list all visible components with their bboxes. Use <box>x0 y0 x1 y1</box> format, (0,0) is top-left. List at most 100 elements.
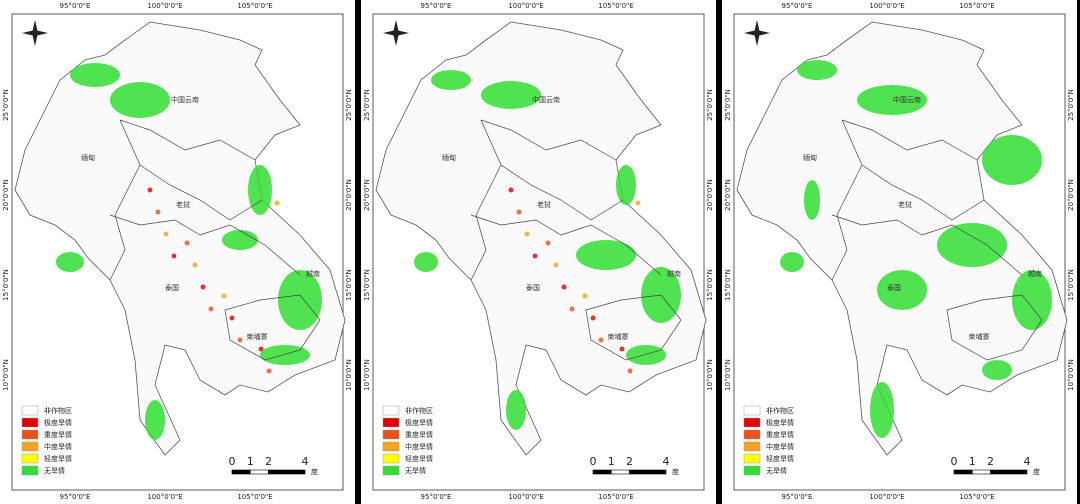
map-panel: 95°0'0"E 95°0'0"E 100°0'0"E 100°0'0"E 105°0'… <box>722 0 1077 504</box>
legend-label: 无旱情 <box>405 466 426 475</box>
region-label: 缅甸 <box>803 153 817 162</box>
scale-label: 0 <box>229 455 236 468</box>
country-border <box>119 119 256 161</box>
crop-area <box>1012 270 1052 330</box>
lat-label: 25°0'0"N <box>363 89 371 121</box>
drought-spot <box>598 337 604 343</box>
lat-label: 15°0'0"N <box>1067 269 1075 301</box>
scale-label: 1 <box>969 455 976 468</box>
crop-area <box>877 270 927 310</box>
region-label: 中国云南 <box>893 95 921 104</box>
legend-label: 中度旱情 <box>405 442 433 451</box>
legend-label: 非作物区 <box>44 406 72 415</box>
scale-segment <box>971 469 991 475</box>
drought-spot <box>200 284 206 290</box>
lon-label: 105°0'0"E <box>598 493 633 501</box>
legend-label: 极度旱情 <box>44 418 72 427</box>
legend-label: 重度旱情 <box>405 430 433 439</box>
drought-spot <box>258 346 264 352</box>
region-label: 泰国 <box>526 283 540 292</box>
country-border <box>946 294 1043 361</box>
scale-unit: 度 <box>311 467 318 476</box>
legend-label: 极度旱情 <box>766 418 794 427</box>
legend-label: 轻度旱情 <box>766 454 794 463</box>
country-border <box>139 164 263 221</box>
lon-label: 95°0'0"E <box>60 493 91 501</box>
legend-label: 轻度旱情 <box>405 454 433 463</box>
legend-swatch <box>743 453 761 464</box>
region-label: 泰国 <box>887 283 901 292</box>
legend-swatch <box>21 441 39 452</box>
lon-label: 95°0'0"E <box>421 493 452 501</box>
scale-segment <box>249 469 269 475</box>
crop-area <box>110 82 170 118</box>
country-border <box>470 214 662 276</box>
scale-label: 2 <box>265 455 272 468</box>
legend-label: 中度旱情 <box>44 442 72 451</box>
crop-area <box>506 390 526 430</box>
crop-area <box>870 382 894 438</box>
drought-spot <box>619 346 625 352</box>
lat-label: 25°0'0"N <box>1067 89 1075 121</box>
drought-spot <box>237 337 243 343</box>
legend-swatch <box>382 465 400 476</box>
north-arrow <box>744 20 770 46</box>
drought-spot <box>274 200 280 206</box>
legend-label: 无旱情 <box>44 466 65 475</box>
country-border <box>224 294 321 361</box>
lon-label: 105°0'0"E <box>598 2 633 10</box>
region-label: 越南 <box>306 269 320 278</box>
lat-label: 15°0'0"N <box>345 269 353 301</box>
legend-swatch <box>21 453 39 464</box>
lon-label: 100°0'0"E <box>147 493 182 501</box>
crop-area <box>222 230 258 250</box>
scale-segment <box>629 469 667 475</box>
legend-label: 重度旱情 <box>44 430 72 439</box>
region-label: 缅甸 <box>81 153 95 162</box>
scale-label: 1 <box>247 455 254 468</box>
crop-area <box>616 165 636 205</box>
map-frame <box>372 13 705 491</box>
legend-label: 中度旱情 <box>766 442 794 451</box>
drought-spot <box>221 293 227 299</box>
lat-label: 25°0'0"N <box>706 89 714 121</box>
region-label: 越南 <box>667 269 681 278</box>
region-label: 老挝 <box>898 200 912 209</box>
crop-area <box>414 252 438 272</box>
lat-label: 10°0'0"N <box>363 359 371 391</box>
scale-label: 0 <box>951 455 958 468</box>
legend-label: 重度旱情 <box>766 430 794 439</box>
drought-spot <box>508 187 514 193</box>
scale-segment <box>231 469 251 475</box>
country-border <box>480 119 617 161</box>
legend-swatch <box>382 417 400 428</box>
lon-label: 95°0'0"E <box>782 2 813 10</box>
lon-label: 100°0'0"E <box>508 2 543 10</box>
scale-label: 2 <box>626 455 633 468</box>
map-frame <box>11 13 344 491</box>
drought-spot <box>532 253 538 259</box>
legend-swatch <box>743 465 761 476</box>
lat-label: 20°0'0"N <box>345 179 353 211</box>
lat-label: 20°0'0"N <box>1067 179 1075 211</box>
drought-spot <box>561 284 567 290</box>
crop-area <box>576 240 636 270</box>
legend-swatch <box>21 465 39 476</box>
crop-area <box>431 70 471 90</box>
crop-area <box>804 180 820 220</box>
lon-label: 105°0'0"E <box>959 493 994 501</box>
lat-label: 20°0'0"N <box>363 179 371 211</box>
lat-label: 10°0'0"N <box>2 359 10 391</box>
scale-segment <box>990 469 1028 475</box>
scale-label: 4 <box>302 455 309 468</box>
legend-label: 无旱情 <box>766 466 787 475</box>
lat-label: 15°0'0"N <box>724 269 732 301</box>
map-frame <box>733 13 1066 491</box>
crop-area <box>56 252 84 272</box>
crop-area <box>937 223 1007 267</box>
legend-swatch <box>21 429 39 440</box>
drought-spot <box>569 306 575 312</box>
lon-label: 95°0'0"E <box>782 493 813 501</box>
legend-swatch <box>382 441 400 452</box>
